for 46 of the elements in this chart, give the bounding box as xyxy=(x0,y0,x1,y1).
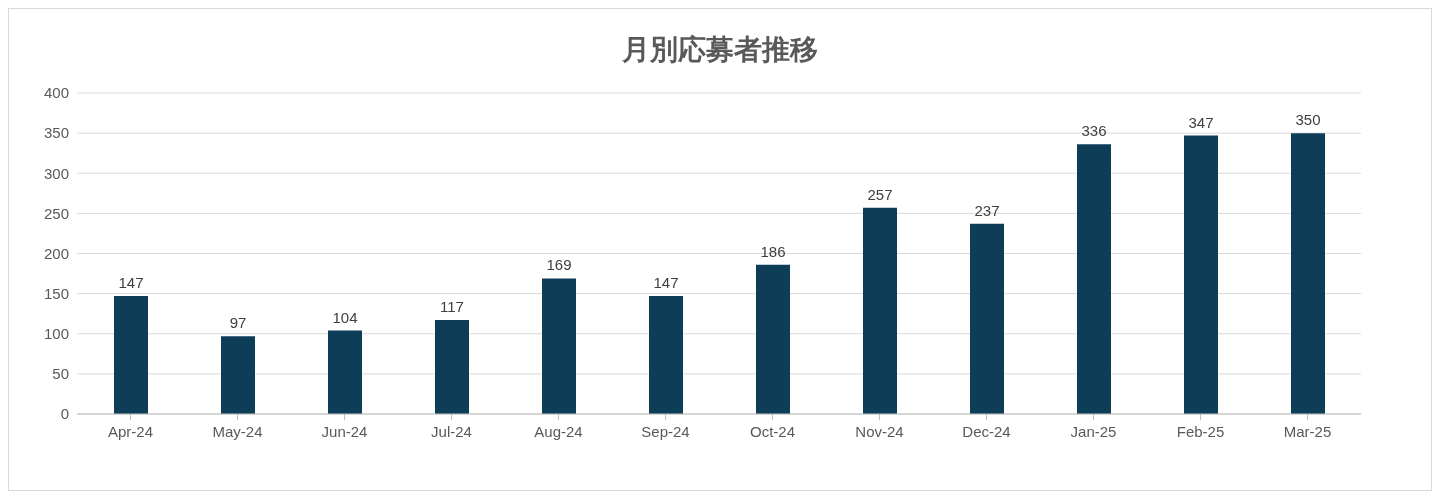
data-label: 186 xyxy=(760,242,786,260)
y-tick-label: 200 xyxy=(43,244,69,262)
y-tick-label: 250 xyxy=(43,204,69,222)
data-label: 347 xyxy=(1188,113,1214,131)
x-tick-label: May-24 xyxy=(212,422,263,440)
bar xyxy=(863,207,897,414)
y-tick-label: 150 xyxy=(43,284,69,302)
y-tick-label: 350 xyxy=(43,124,69,142)
data-label: 104 xyxy=(332,308,358,326)
bar xyxy=(649,296,683,414)
x-tick-label: Feb-25 xyxy=(1176,422,1225,440)
bar xyxy=(1291,133,1325,414)
x-tick-label: Jul-24 xyxy=(431,422,472,440)
x-tick-label: Nov-24 xyxy=(855,422,904,440)
bar xyxy=(1184,135,1218,414)
chart-title: 月別応募者推移 xyxy=(621,33,819,67)
x-tick-label: Oct-24 xyxy=(749,422,796,440)
bar xyxy=(756,264,790,414)
data-label: 257 xyxy=(867,185,893,203)
data-label: 117 xyxy=(440,298,464,316)
data-label: 237 xyxy=(974,201,1000,219)
bar xyxy=(1077,144,1111,414)
x-tick-label: Aug-24 xyxy=(534,422,583,440)
y-tick-label: 0 xyxy=(60,405,69,423)
data-label: 350 xyxy=(1295,111,1321,129)
x-tick-label: Apr-24 xyxy=(107,422,154,440)
bar xyxy=(970,223,1004,414)
data-label: 336 xyxy=(1081,122,1107,140)
bar xyxy=(221,336,255,414)
x-tick-label: Jan-25 xyxy=(1070,422,1117,440)
bar xyxy=(435,320,469,414)
x-tick-label: Sep-24 xyxy=(641,422,690,440)
data-label: 147 xyxy=(653,274,679,292)
y-tick-label: 50 xyxy=(52,365,69,383)
data-label: 147 xyxy=(118,274,144,292)
data-label: 169 xyxy=(546,256,572,274)
x-tick-label: Dec-24 xyxy=(962,422,1011,440)
x-tick-label: Jun-24 xyxy=(321,422,368,440)
data-label: 97 xyxy=(229,314,247,332)
bar xyxy=(114,296,148,414)
x-tick-label: Mar-25 xyxy=(1283,422,1332,440)
y-tick-label: 300 xyxy=(43,164,69,182)
y-tick-label: 400 xyxy=(43,84,69,102)
bar xyxy=(542,278,576,414)
bar xyxy=(328,330,362,414)
y-tick-label: 100 xyxy=(43,325,69,343)
